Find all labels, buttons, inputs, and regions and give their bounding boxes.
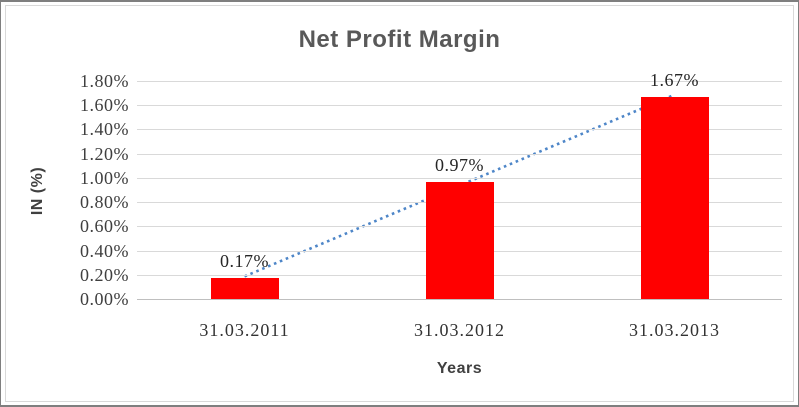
gridline (137, 105, 782, 107)
y-tick-label: 0.00% (80, 289, 129, 309)
chart-title: Net Profit Margin (298, 26, 501, 53)
bar-data-label: 1.67% (650, 69, 699, 90)
gridline (137, 153, 782, 155)
x-tick-label: 31.03.2012 (414, 320, 505, 340)
y-tick-label: 1.20% (80, 143, 129, 164)
y-tick-label: 1.00% (80, 167, 129, 188)
y-tick-label: 0.80% (80, 192, 129, 213)
bar-31.03.2012 (425, 181, 494, 299)
y-tick-label: 1.40% (80, 119, 129, 140)
plot-area (137, 81, 782, 300)
bar-31.03.2011 (210, 278, 279, 299)
gridline (137, 81, 782, 82)
x-axis-line (137, 299, 782, 300)
y-tick-label: 0.20% (80, 264, 129, 285)
bar-data-label: 0.97% (435, 154, 484, 175)
x-tick-label: 31.03.2011 (199, 320, 290, 340)
trendline (243, 93, 676, 278)
y-tick-label: 1.60% (80, 95, 129, 116)
bar-31.03.2013 (640, 96, 709, 299)
chart-area-border (5, 5, 794, 402)
y-tick-label: 1.80% (80, 71, 129, 91)
gridline (137, 177, 782, 179)
x-axis-title: Years (436, 360, 483, 377)
y-tick-label: 0.60% (80, 216, 129, 237)
y-tick-label: 0.40% (80, 240, 129, 261)
bar-data-label: 0.17% (220, 251, 269, 272)
x-tick-label: 31.03.2013 (629, 320, 720, 340)
y-axis-title: IN (%) (29, 166, 46, 216)
gridline (137, 129, 782, 131)
